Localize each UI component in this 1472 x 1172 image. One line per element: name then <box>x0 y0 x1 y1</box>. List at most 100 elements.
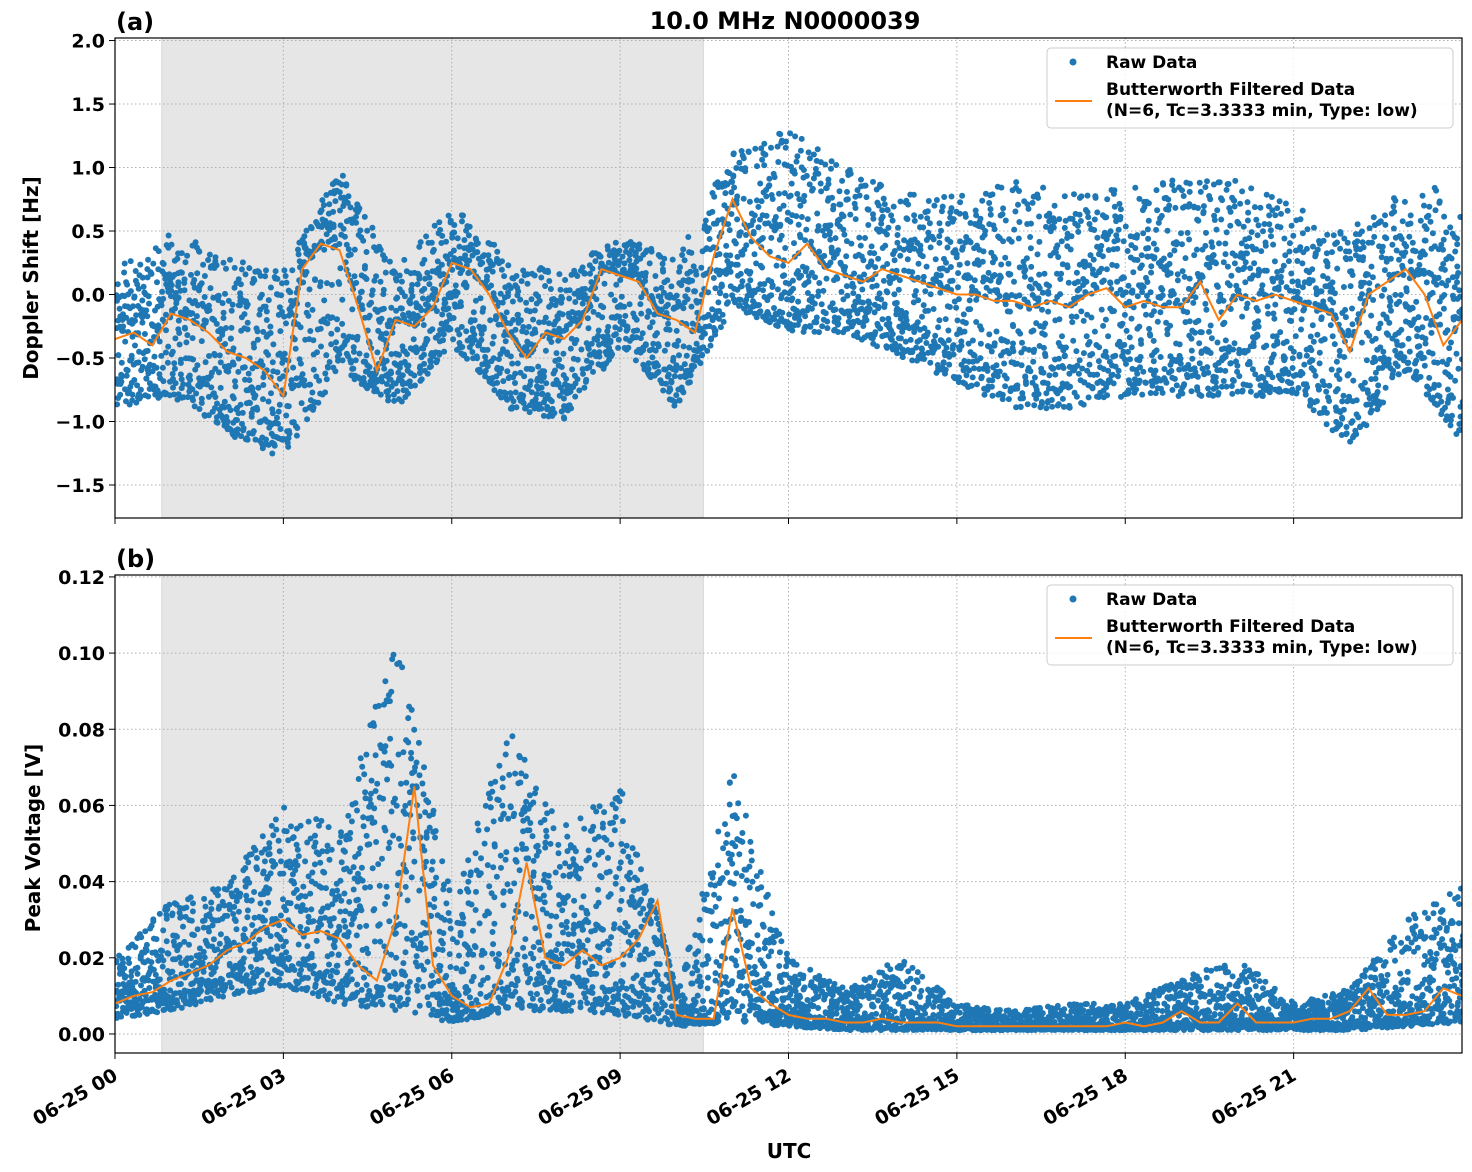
raw-data-point <box>920 351 927 358</box>
raw-data-point <box>816 248 823 255</box>
raw-data-point <box>308 225 315 232</box>
raw-data-point <box>165 232 172 239</box>
raw-data-point <box>949 277 956 284</box>
raw-data-point <box>1406 366 1413 373</box>
raw-data-point <box>657 293 664 300</box>
raw-data-point <box>230 361 237 368</box>
raw-data-point <box>956 261 963 268</box>
raw-data-point <box>194 362 201 369</box>
raw-data-point <box>965 340 972 347</box>
raw-data-point <box>1043 390 1050 397</box>
raw-data-point <box>1112 363 1119 370</box>
raw-data-point <box>306 248 313 255</box>
raw-data-point <box>959 192 966 199</box>
raw-data-point <box>1144 253 1151 260</box>
raw-data-point <box>405 390 411 397</box>
raw-data-point <box>862 182 869 189</box>
raw-data-point <box>1078 308 1085 315</box>
raw-data-point <box>796 196 803 203</box>
raw-data-point <box>479 259 486 266</box>
raw-data-point <box>260 382 267 388</box>
raw-data-point <box>533 391 540 398</box>
raw-data-point <box>1186 318 1193 325</box>
raw-data-point <box>987 206 994 213</box>
raw-data-point <box>1399 218 1406 225</box>
raw-data-point <box>595 327 602 334</box>
raw-data-point <box>318 343 324 350</box>
raw-data-point <box>1216 179 1223 186</box>
raw-data-point <box>538 405 545 412</box>
raw-data-point <box>1049 403 1056 410</box>
raw-data-point <box>967 274 974 281</box>
raw-data-point <box>480 326 487 333</box>
raw-data-point <box>801 325 808 332</box>
raw-data-point <box>833 274 840 281</box>
raw-data-point <box>625 344 632 351</box>
raw-data-point <box>1209 243 1216 250</box>
raw-data-point <box>1369 274 1376 281</box>
raw-data-point <box>1029 199 1036 206</box>
raw-data-point <box>443 238 449 245</box>
raw-data-point <box>1114 237 1121 243</box>
raw-data-point <box>690 263 697 270</box>
raw-data-point <box>1124 390 1131 397</box>
raw-data-point <box>263 436 269 443</box>
raw-data-point <box>118 378 125 385</box>
raw-data-point <box>378 331 385 338</box>
raw-data-point <box>962 320 969 326</box>
raw-data-point <box>1069 216 1076 222</box>
raw-data-point <box>484 363 491 370</box>
raw-data-point <box>1326 398 1333 404</box>
raw-data-point <box>753 260 760 267</box>
raw-data-point <box>205 302 212 309</box>
raw-data-point <box>736 302 743 309</box>
raw-data-point <box>1402 249 1409 256</box>
raw-data-point <box>1254 307 1261 314</box>
raw-data-point <box>686 379 693 386</box>
raw-data-point <box>1421 202 1427 209</box>
raw-data-point <box>381 255 388 262</box>
raw-data-point <box>512 326 519 333</box>
raw-data-point <box>998 261 1005 268</box>
raw-data-point <box>638 310 645 317</box>
raw-data-point <box>409 293 416 300</box>
raw-data-point <box>846 308 853 315</box>
raw-data-point <box>1107 279 1114 286</box>
raw-data-point <box>1151 254 1158 261</box>
raw-data-point <box>254 406 261 413</box>
raw-data-point <box>1179 268 1186 275</box>
raw-data-point <box>317 279 324 286</box>
raw-data-point <box>1170 291 1177 297</box>
raw-data-point <box>145 293 152 300</box>
raw-data-point <box>458 323 465 330</box>
raw-data-point <box>1044 380 1051 387</box>
raw-data-point <box>340 225 347 232</box>
raw-data-point <box>244 326 251 333</box>
raw-data-point <box>1381 286 1388 293</box>
raw-data-point <box>588 360 595 366</box>
raw-data-point <box>768 144 774 151</box>
raw-data-point <box>303 227 310 234</box>
raw-data-point <box>441 348 448 355</box>
raw-data-point <box>234 417 240 423</box>
raw-data-point <box>482 367 489 374</box>
raw-data-point <box>1337 421 1344 428</box>
raw-data-point <box>803 265 810 272</box>
raw-data-point <box>1288 380 1295 387</box>
raw-data-point <box>373 388 380 395</box>
raw-data-point <box>969 374 976 381</box>
raw-data-point <box>590 308 597 315</box>
raw-data-point <box>1387 298 1394 305</box>
raw-data-point <box>1202 300 1209 307</box>
raw-data-point <box>1263 342 1270 349</box>
raw-data-point <box>1139 391 1146 398</box>
raw-data-point <box>805 149 812 156</box>
raw-data-point <box>1039 306 1045 313</box>
raw-data-point <box>178 376 185 383</box>
raw-data-point <box>844 196 851 203</box>
raw-data-point <box>1363 357 1370 364</box>
raw-data-point <box>171 360 178 367</box>
raw-data-point <box>1375 325 1382 332</box>
raw-data-point <box>304 301 311 308</box>
raw-data-point <box>750 217 757 224</box>
